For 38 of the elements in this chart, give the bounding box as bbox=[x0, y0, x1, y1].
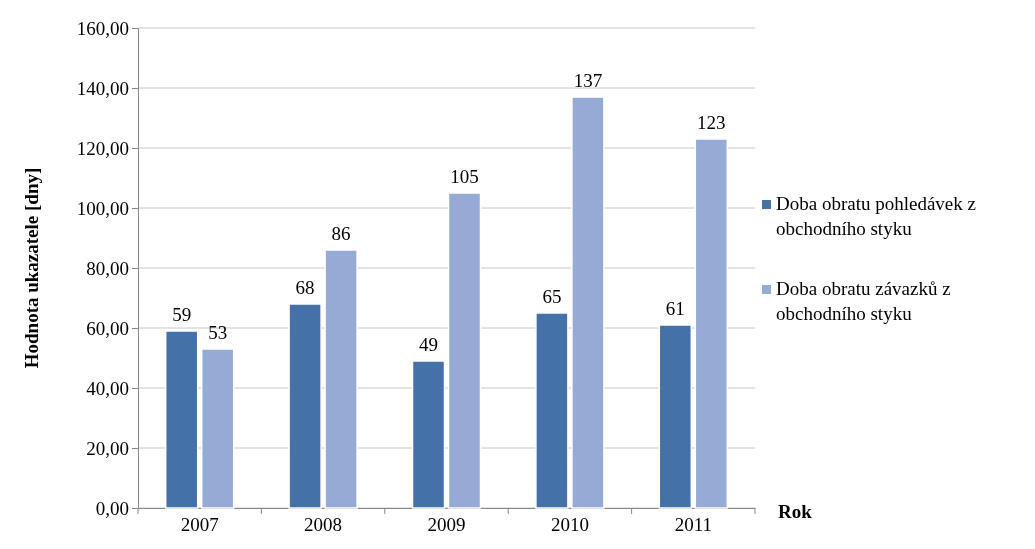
bar bbox=[200, 348, 235, 509]
data-label: 86 bbox=[331, 223, 351, 244]
y-tick-label: 40,00 bbox=[86, 377, 129, 399]
x-tick-label: 2011 bbox=[674, 514, 712, 536]
y-tick-label: 140,00 bbox=[76, 77, 129, 99]
x-tick-label: 2008 bbox=[304, 514, 343, 536]
data-label: 123 bbox=[697, 112, 726, 133]
bar bbox=[164, 330, 199, 509]
y-tick-label: 60,00 bbox=[86, 317, 129, 339]
bar bbox=[535, 312, 569, 509]
legend-label: Doba obratu závazků z obchodního styku bbox=[776, 278, 951, 324]
x-tick-label: 2009 bbox=[427, 514, 466, 536]
y-tick-label: 100,00 bbox=[76, 197, 129, 219]
bar bbox=[694, 138, 729, 509]
bar bbox=[658, 324, 693, 509]
bar bbox=[571, 96, 605, 509]
bar bbox=[411, 360, 446, 509]
bar bbox=[447, 192, 482, 509]
y-tick-label: 160,00 bbox=[76, 17, 129, 39]
y-tick-label: 0,00 bbox=[95, 497, 129, 519]
data-label: 105 bbox=[450, 166, 479, 187]
bar bbox=[324, 249, 358, 509]
x-axis-title: Rok bbox=[778, 501, 813, 522]
data-label: 68 bbox=[295, 277, 315, 298]
data-label: 61 bbox=[665, 298, 685, 319]
bar bbox=[288, 303, 322, 509]
data-label: 137 bbox=[573, 70, 603, 91]
data-label: 65 bbox=[542, 286, 562, 307]
y-tick-label: 120,00 bbox=[76, 137, 129, 159]
y-axis-title: Hodnota ukazatele [dny] bbox=[21, 167, 42, 369]
x-tick-label: 2010 bbox=[550, 514, 589, 536]
y-tick-label: 20,00 bbox=[86, 437, 129, 459]
data-label: 59 bbox=[172, 304, 192, 325]
x-tick-label: 2007 bbox=[180, 514, 219, 536]
y-tick-label: 80,00 bbox=[86, 257, 129, 279]
data-label: 53 bbox=[208, 322, 228, 343]
legend-label: Doba obratu pohledávek z obchodního styku bbox=[776, 193, 976, 239]
data-label: 49 bbox=[419, 334, 438, 355]
